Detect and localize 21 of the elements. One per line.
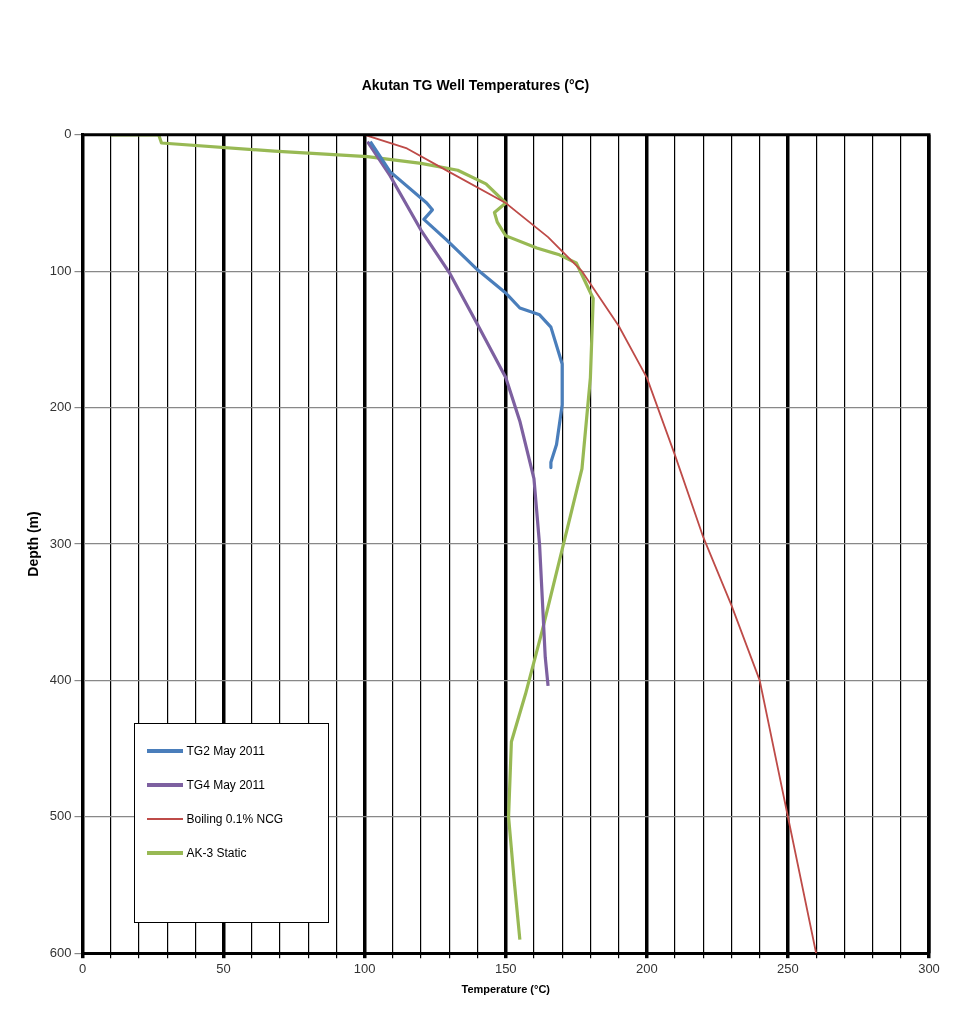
y-tick-label: 600 — [49, 944, 72, 960]
y-tick-label: 200 — [49, 399, 72, 415]
x-axis-title: Temperature (°C) — [461, 983, 551, 996]
y-tick-label: 0 — [64, 126, 72, 142]
x-tick-label: 200 — [635, 960, 658, 976]
x-tick-label: 0 — [78, 960, 87, 976]
x-tick-label: 300 — [918, 960, 940, 976]
x-tick-label: 250 — [777, 960, 799, 976]
y-tick-label: 500 — [49, 808, 72, 824]
y-axis-title: Depth (m) — [25, 511, 42, 577]
x-tick-label: 100 — [353, 960, 376, 976]
y-tick-label: 400 — [49, 671, 72, 687]
legend-label: TG2 May 2011 — [186, 744, 265, 759]
legend-label: Boiling 0.1% NCG — [186, 812, 284, 827]
chart-title: Akutan TG Well Temperatures (°C) — [361, 77, 590, 94]
y-tick-label: 300 — [49, 535, 72, 551]
x-tick-label: 150 — [494, 960, 517, 976]
y-tick-label: 100 — [49, 262, 72, 278]
x-tick-label: 50 — [216, 960, 231, 976]
legend-label: TG4 May 2011 — [186, 778, 265, 793]
legend-label: AK-3 Static — [186, 846, 247, 861]
